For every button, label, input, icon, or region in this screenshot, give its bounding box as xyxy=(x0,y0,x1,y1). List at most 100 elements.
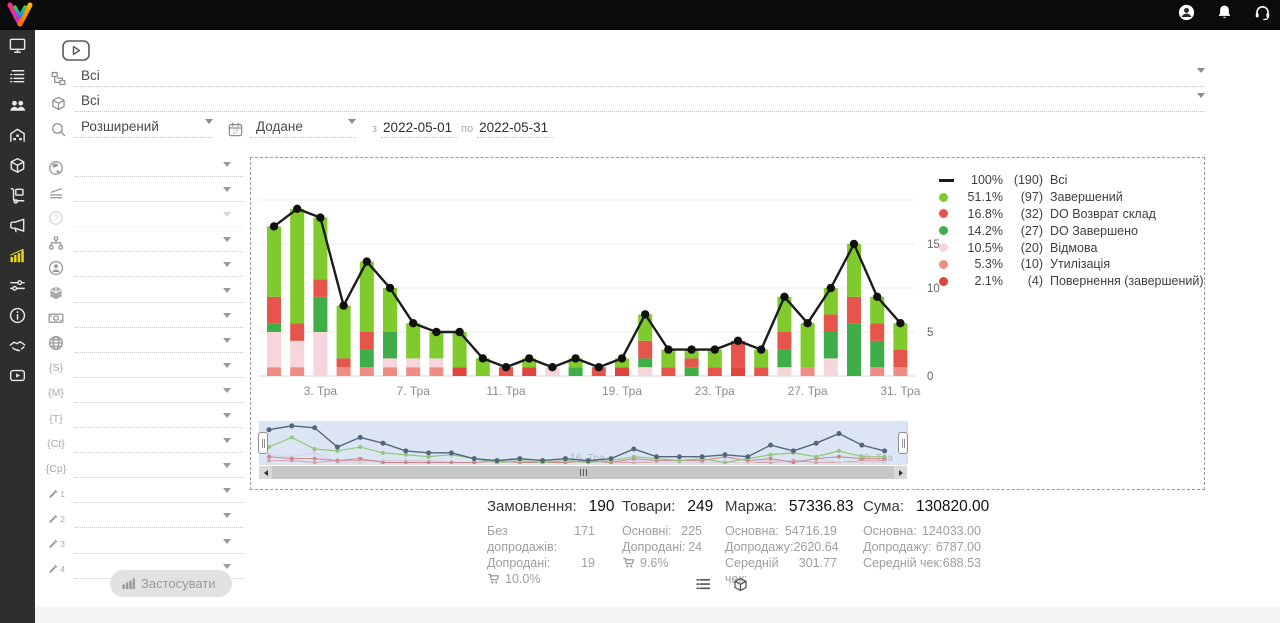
scroll-right-arrow-icon[interactable] xyxy=(894,466,907,479)
legend-count: (10) xyxy=(1020,257,1043,272)
filter-dropdown-5[interactable] xyxy=(75,258,243,278)
filter-dropdown-4[interactable] xyxy=(75,233,243,253)
cart-icon xyxy=(487,572,501,586)
legend-item-1[interactable]: 100% (190) Всі xyxy=(939,172,1201,189)
filter-dropdown-10[interactable] xyxy=(75,384,243,403)
chevron-down-icon xyxy=(348,119,356,124)
pencil-icon: 4 xyxy=(47,560,65,578)
support-headset-icon[interactable] xyxy=(1253,3,1272,22)
summary-sub-value: 301.77 xyxy=(798,556,837,570)
question-icon: ? xyxy=(47,209,65,227)
warehouse-icon xyxy=(8,126,27,145)
list-view-icon[interactable] xyxy=(695,576,712,593)
date-field-select[interactable]: Додане xyxy=(250,119,356,138)
user-circle-icon[interactable] xyxy=(1177,3,1196,22)
summary-value: 249 xyxy=(687,498,714,515)
summary-sub-value: 171 xyxy=(574,524,595,538)
summary-value: 130820.00 xyxy=(916,498,990,515)
brace-icon: {T} xyxy=(49,412,63,425)
sidebar-item-video[interactable] xyxy=(0,360,35,390)
sidebar-item-warehouse[interactable] xyxy=(0,120,35,150)
summary-column-3: Маржа: 57336.83 Основна: 54716.19 Допродажу:… xyxy=(725,498,854,587)
legend-item-5[interactable]: 10.5% (20) Відмова xyxy=(939,239,1201,256)
chevron-down-icon xyxy=(223,513,231,519)
sidebar-item-order-list[interactable] xyxy=(0,60,35,90)
navigator-right-handle[interactable] xyxy=(898,432,908,454)
chevron-down-icon xyxy=(223,162,231,167)
filter-select-row-8 xyxy=(47,331,243,356)
filter-dropdown-16[interactable] xyxy=(75,535,243,554)
product-select[interactable]: Всі xyxy=(75,93,1205,112)
legend-item-6[interactable]: 5.3% (10) Утилізація xyxy=(939,256,1201,273)
chevron-down-icon xyxy=(223,187,231,193)
scroll-left-arrow-icon[interactable] xyxy=(259,466,272,479)
legend-item-7[interactable]: 2.1% (4) Повернення (завершений) xyxy=(939,273,1204,290)
search-mode-select[interactable]: Розширений xyxy=(75,119,213,138)
pencil-icon: 1 xyxy=(47,485,65,503)
tutorial-play-button[interactable] xyxy=(62,40,90,61)
legend-marker-icon xyxy=(939,259,959,269)
svg-text:15: 15 xyxy=(927,239,940,251)
filter-dropdown-3[interactable] xyxy=(75,208,243,228)
filter-dropdown-15[interactable] xyxy=(75,509,243,529)
filter-dropdown-9[interactable] xyxy=(75,359,243,378)
sidebar-item-bar-chart[interactable] xyxy=(0,240,35,270)
summary-sub-value: 225 xyxy=(681,524,702,538)
sidebar-item-sliders[interactable] xyxy=(0,270,35,300)
legend-item-3[interactable]: 16.8% (32) DO Возврат склад xyxy=(939,206,1201,223)
category-select[interactable]: Всі xyxy=(75,68,1205,87)
filter-row-product: Всі xyxy=(50,93,1205,112)
bell-icon[interactable] xyxy=(1215,3,1234,22)
orders-chart[interactable]: 3. Тра 7. Тра 11. Тра 19. Тра 23. Тра 27. Тра… xyxy=(251,162,951,410)
legend-item-2[interactable]: 51.1% (97) Завершений xyxy=(939,189,1201,206)
chevron-down-icon xyxy=(1197,68,1205,73)
search-icon xyxy=(50,121,67,138)
navigator-range-overlay[interactable] xyxy=(260,422,908,464)
filter-dropdown-12[interactable] xyxy=(75,434,243,454)
filter-dropdown-8[interactable] xyxy=(75,334,243,353)
box-view-icon[interactable] xyxy=(732,576,749,593)
sidebar-item-package[interactable] xyxy=(0,150,35,180)
date-to-input[interactable] xyxy=(477,120,554,138)
filter-select-row-7 xyxy=(47,306,243,331)
filter-dropdown-7[interactable] xyxy=(75,309,243,328)
package-icon xyxy=(8,156,27,175)
summary-value: 190 xyxy=(588,498,615,515)
filter-dropdown-14[interactable] xyxy=(75,484,243,504)
brand-logo-icon[interactable] xyxy=(7,2,33,28)
apply-button[interactable]: Застосувати xyxy=(110,570,232,597)
chart-legend: 100% (190) Всі 51.1% (97) Завершений 16.8% (32)… xyxy=(939,172,1204,290)
calendar-icon: 17 xyxy=(227,121,244,138)
legend-label: DO Возврат склад xyxy=(1050,206,1156,221)
filter-dropdown-6[interactable] xyxy=(75,284,243,303)
legend-item-4[interactable]: 14.2% (27) DO Завершено xyxy=(939,222,1201,239)
summary-sub-value: 2620.64 xyxy=(793,540,839,554)
filter-dropdown-13[interactable] xyxy=(75,459,243,479)
summary-column-4: Сума: 130820.00 Основна: 124033.00 Допродажу… xyxy=(863,498,989,571)
svg-text:27. Тра: 27. Тра xyxy=(788,384,828,398)
pencil-icon: 3 xyxy=(47,535,65,553)
legend-count: (4) xyxy=(1027,274,1043,289)
scrollbar-thumb[interactable] xyxy=(272,466,894,479)
legend-label: Завершений xyxy=(1050,190,1123,205)
filter-dropdown-2[interactable] xyxy=(75,183,243,203)
chevron-down-icon xyxy=(223,538,231,544)
brace-icon: {M} xyxy=(48,387,64,400)
sidebar-item-users[interactable] xyxy=(0,90,35,120)
svg-text:?: ? xyxy=(54,214,59,223)
sidebar-item-monitor[interactable] xyxy=(0,30,35,60)
filter-dropdown-1[interactable] xyxy=(75,158,243,177)
sidebar-item-handshake[interactable] xyxy=(0,330,35,360)
summary-sub-value: 24 xyxy=(688,540,702,554)
sidebar-item-megaphone[interactable] xyxy=(0,210,35,240)
navigator-left-handle[interactable] xyxy=(258,432,268,454)
sidebar-item-info[interactable] xyxy=(0,300,35,330)
megaphone-icon xyxy=(8,216,27,235)
legend-marker-icon xyxy=(939,243,959,253)
date-from-input[interactable] xyxy=(381,120,458,138)
brace-icon: {Cp} xyxy=(45,462,67,475)
navigator-scrollbar[interactable] xyxy=(259,466,907,479)
brace-icon: {S} xyxy=(48,362,64,375)
sidebar-item-handtruck[interactable] xyxy=(0,180,35,210)
filter-dropdown-11[interactable] xyxy=(75,409,243,428)
